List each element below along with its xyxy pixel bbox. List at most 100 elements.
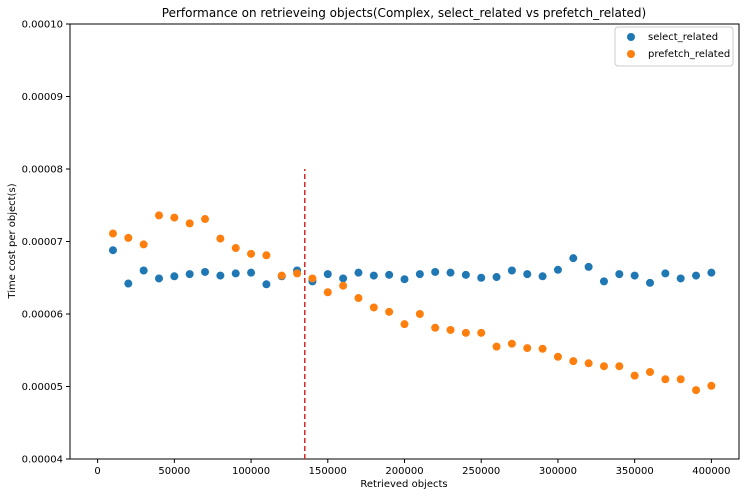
data-point — [507, 266, 516, 275]
x-tick-label: 150000 — [309, 466, 347, 477]
data-point — [139, 240, 148, 249]
data-point — [523, 270, 532, 279]
y-tick-label: 0.00006 — [22, 310, 63, 321]
data-point — [170, 272, 179, 281]
data-point — [415, 270, 424, 279]
data-point — [630, 371, 639, 380]
data-point — [461, 270, 470, 279]
data-point — [108, 229, 117, 238]
data-point — [492, 273, 501, 282]
data-point — [431, 323, 440, 332]
data-point — [231, 269, 240, 278]
data-point — [216, 271, 225, 280]
data-point — [692, 386, 701, 395]
data-point — [707, 381, 716, 390]
legend-marker-prefetch-related — [627, 50, 635, 58]
data-point — [630, 271, 639, 280]
data-point — [615, 362, 624, 371]
legend-label-select-related: select_related — [648, 32, 718, 43]
data-point — [385, 307, 394, 316]
x-tick-label: 200000 — [385, 466, 423, 477]
data-point — [231, 244, 240, 253]
data-point — [584, 359, 593, 368]
data-point — [661, 375, 670, 384]
data-point — [646, 368, 655, 376]
data-point — [615, 270, 624, 279]
data-point — [553, 352, 562, 361]
data-point — [676, 274, 685, 283]
data-point — [201, 267, 210, 276]
data-point — [369, 303, 378, 312]
data-point — [507, 339, 516, 348]
data-point — [538, 344, 547, 353]
data-point — [523, 344, 532, 353]
legend-box — [614, 26, 734, 67]
data-point — [124, 233, 133, 242]
data-point — [124, 279, 133, 288]
data-point — [247, 249, 256, 258]
plot-area: 0 50000 100000 150000 200000 250000 300000 3500… — [22, 20, 740, 477]
data-point — [262, 251, 271, 260]
data-point — [400, 320, 409, 329]
data-point — [477, 273, 486, 282]
data-point — [431, 267, 440, 276]
data-point — [108, 246, 117, 255]
data-point — [339, 274, 348, 283]
data-point — [446, 268, 455, 277]
data-point — [247, 268, 256, 277]
x-axis: 0 50000 100000 150000 200000 250000 300000 3500… — [94, 459, 730, 477]
y-axis-label: Time cost per object(s) — [7, 183, 18, 299]
series-prefetch-related — [108, 211, 716, 395]
x-tick-label: 50000 — [158, 466, 190, 477]
data-point — [354, 294, 363, 303]
data-point — [139, 266, 148, 275]
data-point — [170, 213, 179, 222]
data-point — [538, 272, 547, 281]
data-point — [599, 362, 608, 371]
x-tick-label: 0 — [94, 466, 100, 477]
y-tick-label: 0.00008 — [22, 165, 63, 176]
data-point — [400, 275, 409, 284]
data-point — [676, 375, 685, 384]
data-point — [308, 274, 317, 283]
data-point — [599, 277, 608, 286]
data-point — [339, 281, 348, 290]
data-point — [262, 280, 271, 289]
x-tick-label: 100000 — [232, 466, 270, 477]
data-point — [569, 357, 578, 366]
data-point — [584, 262, 593, 271]
x-tick-label: 250000 — [462, 466, 500, 477]
y-tick-label: 0.00007 — [22, 237, 63, 248]
data-point — [553, 265, 562, 274]
data-point — [216, 234, 225, 243]
chart-title: Performance on retrieveing objects(Compl… — [162, 6, 646, 20]
data-point — [293, 269, 302, 278]
data-point — [646, 278, 655, 287]
data-point — [354, 268, 363, 277]
x-axis-label: Retrieved objects — [360, 479, 447, 490]
data-point — [477, 328, 486, 337]
data-point — [201, 215, 210, 224]
x-tick-label: 400000 — [692, 466, 730, 477]
data-point — [492, 342, 501, 351]
y-tick-label: 0.00005 — [22, 382, 63, 393]
y-tick-label: 0.00004 — [22, 455, 63, 466]
x-tick-label: 300000 — [539, 466, 577, 477]
data-point — [446, 325, 455, 334]
data-point — [692, 271, 701, 280]
y-tick-label: 0.00009 — [22, 92, 63, 103]
data-point — [661, 269, 670, 278]
y-axis: 0.00004 0.00005 0.00006 0.00007 0.00008 0.000… — [22, 20, 70, 466]
data-point — [323, 288, 332, 297]
data-point — [385, 270, 394, 279]
legend: select_related prefetch_related — [614, 26, 734, 67]
data-point — [569, 254, 578, 263]
data-point — [154, 211, 163, 220]
data-point — [415, 310, 424, 318]
data-point — [277, 271, 286, 280]
x-tick-label: 350000 — [616, 466, 654, 477]
data-point — [369, 271, 378, 280]
data-point — [185, 270, 194, 279]
legend-label-prefetch-related: prefetch_related — [648, 49, 730, 60]
